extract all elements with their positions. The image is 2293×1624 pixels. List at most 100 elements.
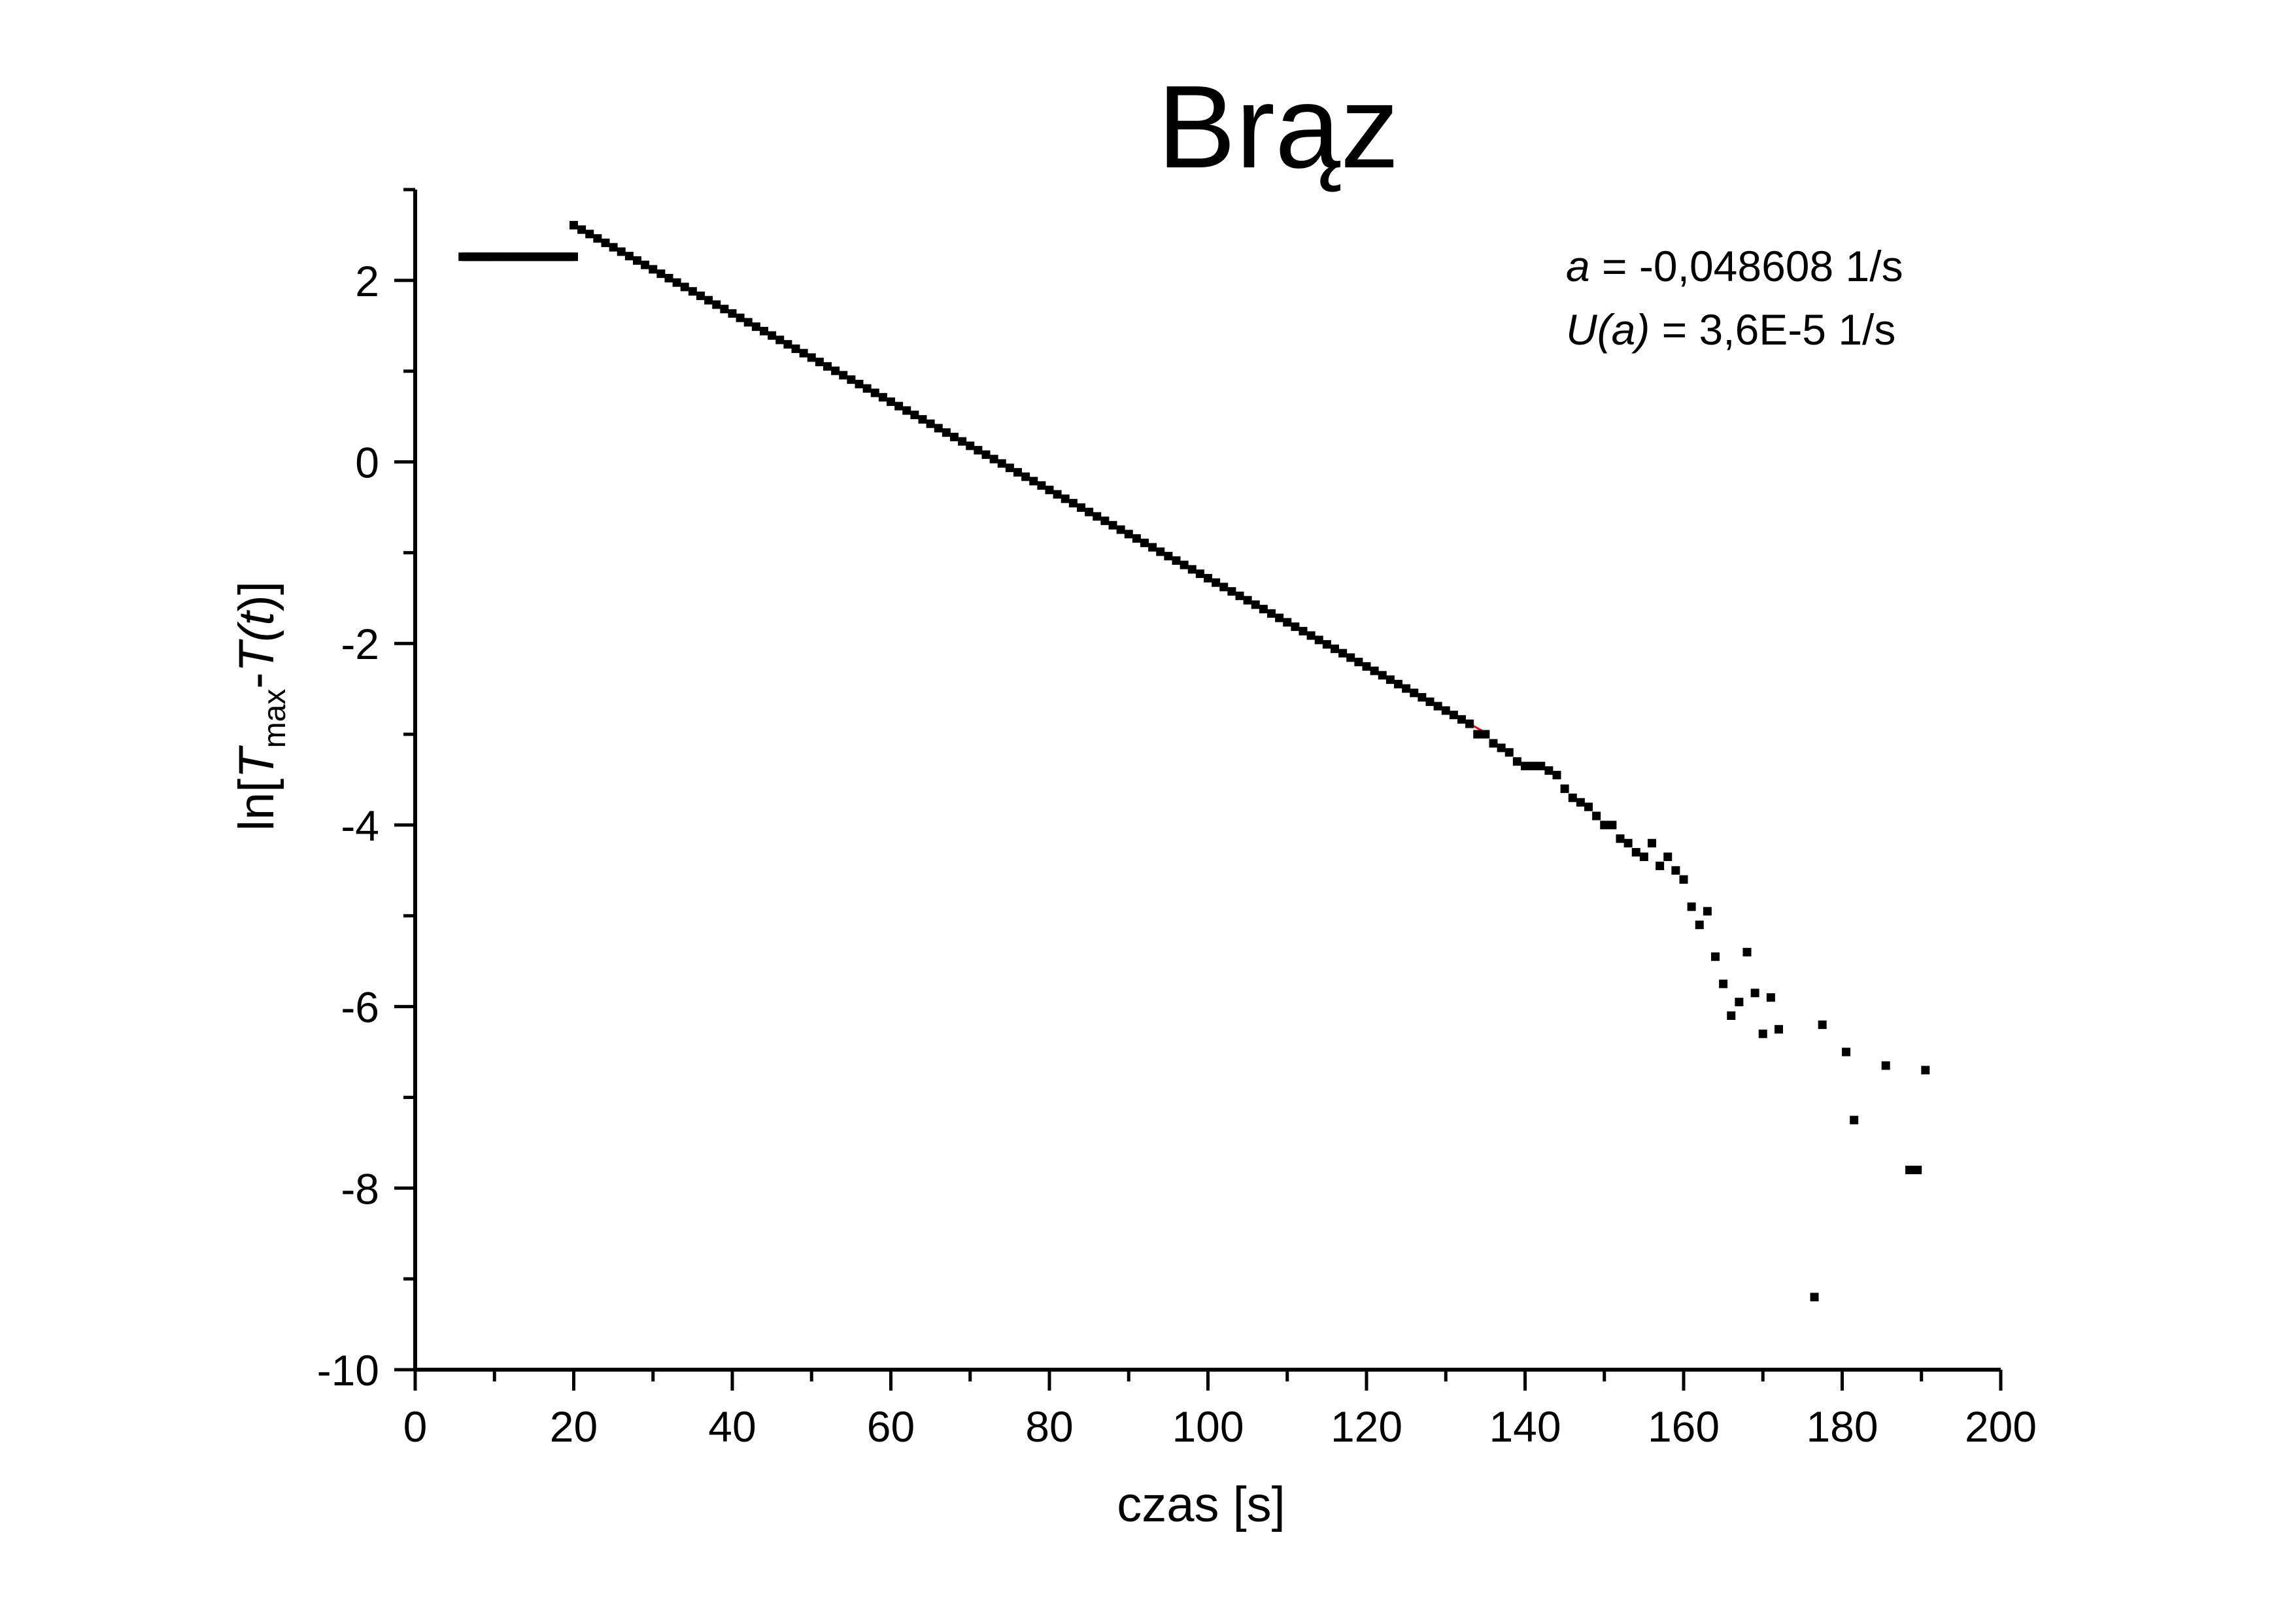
x-tick-label: 160 [1648,1402,1720,1451]
data-point [887,397,895,406]
data-point [1187,565,1197,574]
data-point [1116,525,1125,534]
annotation-slope-var: a [1566,242,1590,290]
y-label-minus: - [229,672,284,688]
data-point [1021,472,1030,481]
data-point [1306,631,1316,640]
data-point [1465,719,1474,728]
data-point [1671,866,1680,875]
data-point [688,287,697,296]
data-point [1616,834,1625,843]
data-point [760,326,768,335]
fit-annotation: a = -0,048608 1/s U(a) = 3,6E-5 1/s [1566,242,1903,354]
x-tick-label: 100 [1172,1402,1244,1451]
x-tick-label: 120 [1331,1402,1402,1451]
data-point [1172,556,1181,565]
x-tick-label: 200 [1965,1402,2037,1451]
data-point [1322,640,1331,649]
data-point [696,291,705,300]
annotation-line-1: a = -0,048608 1/s [1566,242,1903,290]
data-point [1568,793,1577,802]
data-point [910,411,919,420]
y-tick-label: -2 [341,620,379,668]
y-axis-label: ln[Tmax-T(t)] [229,581,292,831]
data-point [641,260,650,269]
data-point [1013,467,1022,477]
data-point [974,446,983,455]
data-point [958,437,967,446]
data-point [1148,543,1157,552]
data-point [1695,921,1704,930]
data-point [1810,1293,1819,1302]
data-point [1687,902,1696,911]
data-point [1504,748,1514,757]
data-point [1600,820,1609,830]
data-point [839,371,848,380]
data-point [1850,1115,1859,1125]
x-tick-label: 60 [867,1402,915,1451]
data-point [1905,1166,1914,1175]
data-point [1775,1024,1783,1034]
data-point [1481,730,1490,739]
data-point [1648,839,1656,848]
y-tick-label: 0 [355,439,379,487]
data-point [870,388,879,398]
data-point [1544,766,1554,775]
annotation-line-2: U(a) = 3,6E-5 1/s [1566,305,1895,354]
data-point [1441,706,1450,715]
data-point [1433,702,1442,711]
data-point [593,234,602,243]
data-point [1497,743,1506,753]
data-point [902,406,911,415]
data-point [1180,560,1189,569]
data-point [1385,675,1395,685]
x-axis-label: czas [s] [1117,1477,1285,1532]
data-point [1584,802,1593,811]
annotation-uncertainty-var: U(a) [1566,305,1650,354]
y-label-subscript: max [258,689,292,749]
data-point [569,252,578,262]
data-point [1608,820,1617,830]
x-tick-label: 20 [550,1402,598,1451]
data-point [1529,762,1538,771]
data-point [1299,626,1308,635]
data-point [1370,666,1379,675]
data-point [1394,679,1402,688]
data-point [1425,697,1435,706]
data-point [926,419,935,428]
data-point [1742,947,1752,956]
data-point [577,225,586,234]
data-point [609,243,618,252]
data-point [1140,538,1149,547]
data-point [712,300,721,309]
y-tick-label: -10 [317,1346,379,1395]
data-point [1124,530,1133,539]
annotation-slope-value: = -0,048608 1/s [1590,242,1903,290]
x-tick-label: 80 [1025,1402,1073,1451]
data-point [823,362,832,371]
data-point [1053,490,1062,499]
data-point [1592,811,1601,820]
data-point [934,424,943,433]
y-label-Tt: T( [229,621,284,672]
data-point [1045,485,1054,494]
data-point [1235,591,1244,600]
data-point [1005,464,1014,473]
data-point [1259,605,1268,614]
data-point [1314,635,1323,645]
data-point [704,296,713,305]
y-label-T: T [229,745,284,779]
data-point [1758,1029,1767,1038]
data-point [1639,853,1648,862]
data-point [1457,715,1466,724]
data-point [1243,596,1252,605]
data-point [1663,853,1673,862]
data-point [751,322,760,331]
data-point [1512,757,1521,766]
data-point [624,252,634,261]
data-point [1656,861,1665,870]
data-point [1100,516,1110,526]
data-point [1219,583,1229,592]
